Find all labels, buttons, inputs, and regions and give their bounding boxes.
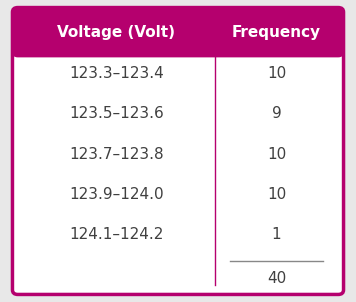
Text: Voltage (Volt): Voltage (Volt) — [57, 25, 175, 40]
FancyBboxPatch shape — [12, 8, 344, 57]
Bar — [18, 31, 338, 53]
Text: 40: 40 — [267, 271, 286, 286]
Text: Frequency: Frequency — [232, 25, 321, 40]
Text: 123.7–123.8: 123.7–123.8 — [69, 146, 164, 162]
Text: 124.1–124.2: 124.1–124.2 — [69, 227, 163, 243]
Text: 10: 10 — [267, 146, 286, 162]
Text: 123.5–123.6: 123.5–123.6 — [69, 106, 164, 121]
Text: 123.9–124.0: 123.9–124.0 — [69, 187, 164, 202]
FancyBboxPatch shape — [12, 8, 344, 294]
Text: 10: 10 — [267, 187, 286, 202]
Text: 9: 9 — [272, 106, 281, 121]
Text: 10: 10 — [267, 66, 286, 81]
Text: 123.3–123.4: 123.3–123.4 — [69, 66, 164, 81]
Text: 1: 1 — [272, 227, 281, 243]
